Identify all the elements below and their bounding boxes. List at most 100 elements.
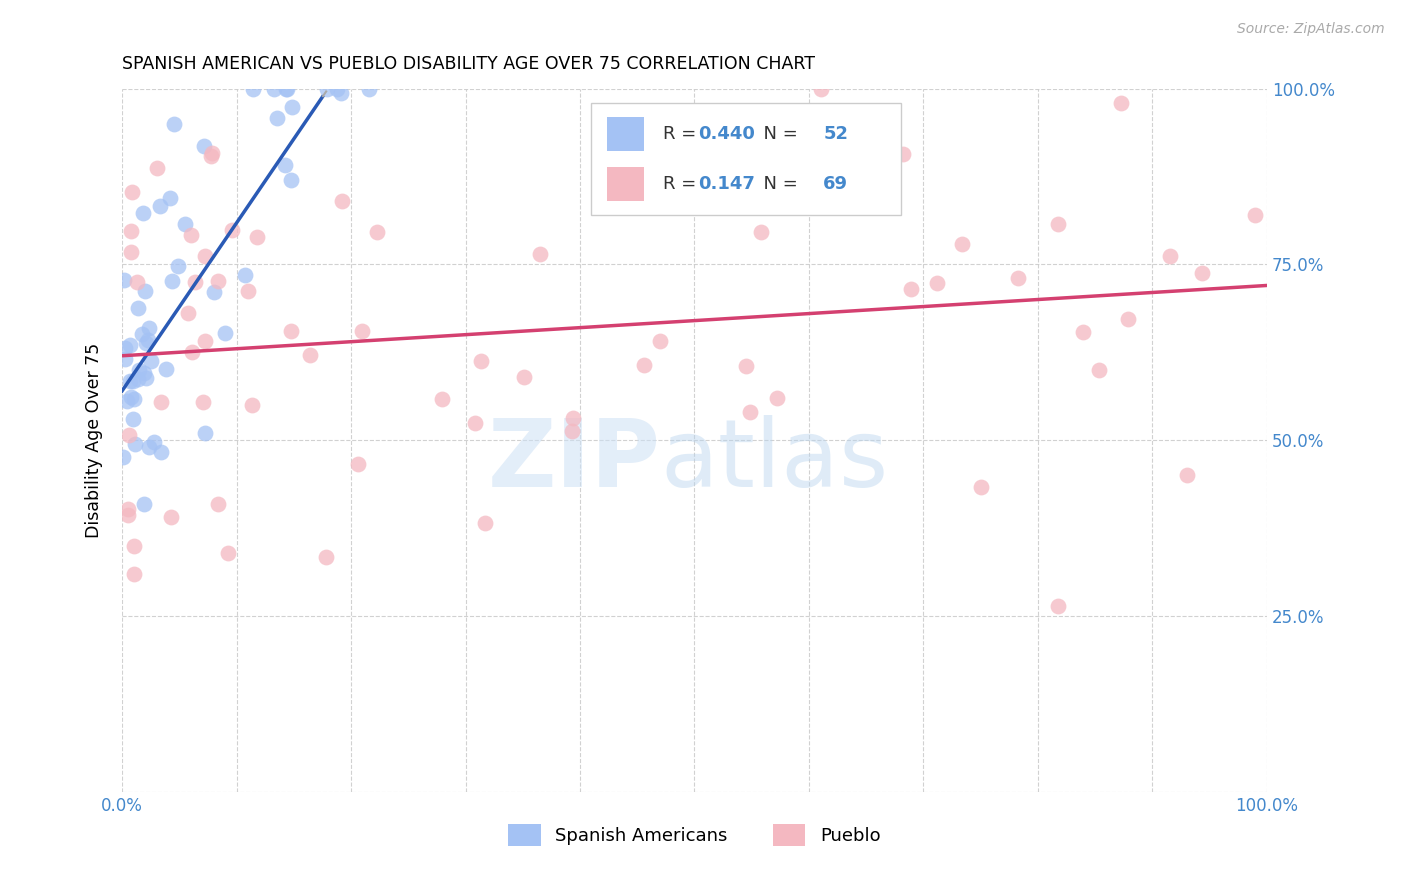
- Point: [207, 274, 229, 288]
- Point: [359, 81, 381, 95]
- Point: [1087, 362, 1109, 376]
- Point: [117, 501, 139, 516]
- Point: [150, 394, 173, 409]
- Point: [766, 391, 789, 405]
- Point: [122, 392, 145, 407]
- Point: [1046, 599, 1069, 614]
- Point: [529, 247, 551, 261]
- Text: SPANISH AMERICAN VS PUEBLO DISABILITY AGE OVER 75 CORRELATION CHART: SPANISH AMERICAN VS PUEBLO DISABILITY AG…: [122, 55, 815, 73]
- Point: [749, 225, 772, 239]
- Point: [125, 275, 148, 289]
- Point: [132, 205, 155, 219]
- Point: [138, 440, 160, 454]
- Point: [561, 424, 583, 438]
- Point: [246, 230, 269, 244]
- Text: atlas: atlas: [661, 416, 889, 508]
- Point: [162, 274, 184, 288]
- Point: [135, 336, 157, 351]
- Point: [193, 139, 215, 153]
- Point: [122, 411, 145, 425]
- Point: [925, 276, 948, 290]
- Point: [900, 282, 922, 296]
- Point: [177, 306, 200, 320]
- Point: [120, 390, 142, 404]
- Text: N =: N =: [752, 125, 804, 143]
- Point: [513, 370, 536, 384]
- Legend: Spanish Americans, Pueblo: Spanish Americans, Pueblo: [501, 816, 887, 853]
- Point: [831, 193, 853, 207]
- Point: [180, 345, 202, 359]
- Point: [112, 273, 135, 287]
- Point: [121, 186, 143, 200]
- Point: [127, 371, 149, 385]
- Point: [141, 354, 163, 368]
- Point: [214, 326, 236, 341]
- Point: [112, 450, 135, 465]
- Point: [950, 236, 973, 251]
- Point: [193, 249, 215, 263]
- Point: [122, 566, 145, 581]
- Point: [194, 426, 217, 441]
- Point: [263, 81, 285, 95]
- Point: [1071, 325, 1094, 339]
- Text: Source: ZipAtlas.com: Source: ZipAtlas.com: [1237, 22, 1385, 37]
- Point: [134, 284, 156, 298]
- Point: [150, 445, 173, 459]
- Point: [326, 81, 349, 95]
- Point: [128, 362, 150, 376]
- Point: [233, 268, 256, 282]
- Point: [347, 457, 370, 471]
- Point: [273, 158, 295, 172]
- Point: [352, 324, 374, 338]
- Point: [299, 348, 322, 362]
- Point: [1111, 96, 1133, 111]
- Point: [970, 480, 993, 494]
- Point: [276, 81, 298, 95]
- Text: ZIP: ZIP: [488, 416, 661, 508]
- Point: [121, 374, 143, 388]
- Point: [217, 546, 239, 560]
- Point: [1191, 266, 1213, 280]
- Point: [114, 341, 136, 355]
- Point: [280, 324, 302, 338]
- Point: [167, 259, 190, 273]
- Point: [738, 405, 761, 419]
- Text: R =: R =: [662, 125, 702, 143]
- Point: [184, 275, 207, 289]
- Y-axis label: Disability Age Over 75: Disability Age Over 75: [86, 343, 103, 538]
- Point: [159, 191, 181, 205]
- Point: [201, 146, 224, 161]
- Point: [276, 81, 298, 95]
- Point: [146, 161, 169, 175]
- Point: [180, 228, 202, 243]
- Point: [666, 188, 689, 202]
- Point: [160, 510, 183, 524]
- Point: [131, 327, 153, 342]
- Point: [242, 81, 264, 95]
- Point: [315, 549, 337, 564]
- Point: [115, 394, 138, 409]
- Point: [1244, 208, 1267, 222]
- Point: [202, 285, 225, 299]
- Point: [142, 435, 165, 450]
- Point: [315, 81, 337, 95]
- Point: [117, 508, 139, 523]
- Text: 69: 69: [824, 175, 848, 193]
- Point: [134, 497, 156, 511]
- Point: [810, 81, 832, 95]
- Point: [136, 334, 159, 348]
- Point: [120, 374, 142, 388]
- Point: [200, 148, 222, 162]
- Point: [281, 100, 304, 114]
- Point: [330, 194, 353, 208]
- Point: [120, 244, 142, 259]
- Point: [623, 148, 645, 162]
- Point: [191, 395, 214, 409]
- Point: [135, 371, 157, 385]
- Point: [366, 225, 388, 239]
- Point: [149, 199, 172, 213]
- Point: [118, 338, 141, 352]
- Point: [735, 359, 758, 373]
- Point: [430, 392, 453, 407]
- Point: [207, 497, 229, 511]
